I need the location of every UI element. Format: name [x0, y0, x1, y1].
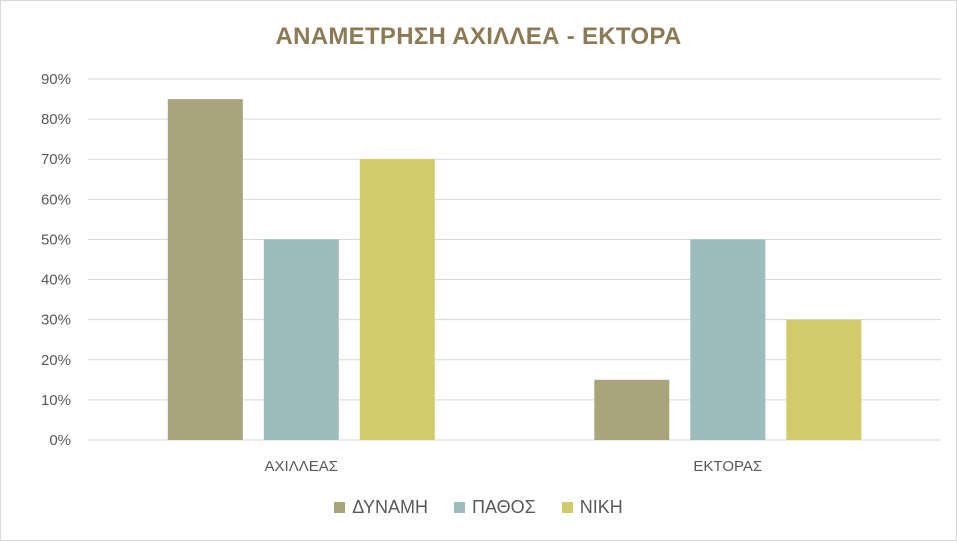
y-tick-label: 70%	[41, 151, 71, 168]
y-tick-label: 90%	[41, 71, 71, 88]
y-axis-ticks: 0% 10% 20% 30% 40% 50% 60% 70% 80% 90%	[41, 71, 71, 449]
legend-item: ΔΥΝΑΜΗ	[334, 497, 428, 518]
bars	[167, 99, 862, 440]
y-tick-label: 30%	[41, 312, 71, 329]
legend-item: ΝΙΚΗ	[561, 497, 623, 518]
legend-label: ΝΙΚΗ	[579, 497, 623, 517]
bar	[359, 159, 435, 440]
y-tick-label: 40%	[41, 272, 71, 289]
y-tick-label: 20%	[41, 352, 71, 369]
y-tick-label: 0%	[49, 432, 71, 449]
bar	[690, 239, 766, 440]
y-tick-label: 80%	[41, 111, 71, 128]
x-category-label: ΕΚΤΟΡΑΣ	[693, 458, 762, 475]
chart-title: ΑΝΑΜΕΤΡΗΣΗ ΑΧΙΛΛΕΑ - ΕΚΤΟΡΑ	[275, 23, 682, 50]
legend-swatch	[561, 502, 573, 513]
x-axis-categories: ΑΧΙΛΛΕΑΣ ΕΚΤΟΡΑΣ	[265, 458, 763, 475]
x-category-label: ΑΧΙΛΛΕΑΣ	[265, 458, 339, 475]
bar	[167, 99, 243, 440]
y-tick-label: 60%	[41, 191, 71, 208]
bar	[594, 379, 670, 440]
legend-swatch	[334, 502, 346, 513]
legend: ΔΥΝΑΜΗ ΠΑΘΟΣ ΝΙΚΗ	[1, 497, 956, 518]
legend-label: ΔΥΝΑΜΗ	[352, 497, 428, 517]
y-tick-label: 10%	[41, 392, 71, 409]
legend-swatch	[453, 502, 465, 513]
y-tick-label: 50%	[41, 231, 71, 248]
bar	[786, 319, 862, 440]
legend-label: ΠΑΘΟΣ	[471, 497, 536, 517]
bar	[263, 239, 339, 440]
legend-item: ΠΑΘΟΣ	[453, 497, 536, 518]
